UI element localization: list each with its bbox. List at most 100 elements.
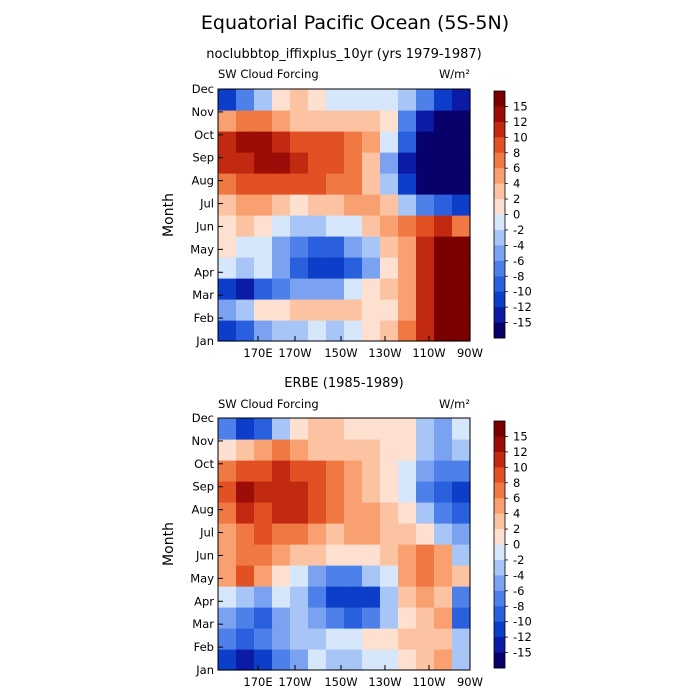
heatmap-cell bbox=[362, 152, 381, 174]
colorbar-swatch bbox=[494, 106, 505, 123]
heatmap-cell bbox=[308, 257, 327, 279]
heatmap-cell bbox=[326, 278, 345, 300]
colorbar-label: 4 bbox=[513, 177, 520, 191]
heatmap-cell bbox=[254, 152, 273, 174]
heatmap-cell bbox=[398, 460, 417, 482]
heatmap-cell bbox=[236, 299, 255, 321]
heatmap-cell bbox=[344, 460, 363, 482]
colorbar-label: 8 bbox=[513, 146, 520, 160]
heatmap-cell bbox=[434, 586, 453, 608]
panel-2-ylabel: Month bbox=[161, 522, 177, 566]
heatmap-cell bbox=[362, 320, 381, 342]
heatmap-cell bbox=[434, 152, 453, 174]
heatmap-cell bbox=[398, 502, 417, 524]
heatmap-cell bbox=[452, 628, 471, 650]
heatmap-cell bbox=[380, 194, 399, 216]
heatmap-cell bbox=[272, 299, 291, 321]
heatmap-cell bbox=[380, 152, 399, 174]
y-tick-label: Oct bbox=[194, 457, 214, 471]
heatmap-cell bbox=[308, 544, 327, 566]
heatmap-cell bbox=[380, 544, 399, 566]
heatmap-cell bbox=[434, 649, 453, 671]
heatmap-cell bbox=[452, 257, 471, 279]
heatmap-cell bbox=[362, 194, 381, 216]
heatmap-cell bbox=[344, 257, 363, 279]
heatmap-cell bbox=[452, 544, 471, 566]
colorbar-swatch bbox=[494, 467, 505, 484]
heatmap-cell bbox=[290, 131, 309, 153]
heatmap-cell bbox=[236, 152, 255, 174]
x-tick-label: 130W bbox=[368, 675, 401, 689]
heatmap-cell bbox=[416, 460, 435, 482]
heatmap-cell bbox=[308, 110, 327, 132]
heatmap-cell bbox=[308, 481, 327, 503]
colorbar-label: -15 bbox=[513, 646, 532, 660]
heatmap-cell bbox=[326, 565, 345, 587]
y-tick-label: Aug bbox=[192, 503, 214, 517]
heatmap-cell bbox=[290, 299, 309, 321]
heatmap-cell bbox=[398, 320, 417, 342]
colorbar-label: 8 bbox=[513, 476, 520, 490]
heatmap-cell bbox=[272, 649, 291, 671]
heatmap-cell bbox=[308, 152, 327, 174]
heatmap-cell bbox=[362, 565, 381, 587]
heatmap-cell bbox=[254, 215, 273, 237]
panel-2-left-label: SW Cloud Forcing bbox=[218, 397, 319, 411]
heatmap-cell bbox=[344, 131, 363, 153]
panel-2-units: W/m² bbox=[439, 397, 470, 411]
heatmap-cell bbox=[254, 649, 273, 671]
heatmap-cell bbox=[308, 215, 327, 237]
heatmap-cell bbox=[290, 173, 309, 195]
heatmap-cell bbox=[398, 565, 417, 587]
heatmap-cell bbox=[254, 89, 273, 111]
heatmap-cell bbox=[290, 607, 309, 629]
colorbar-label: 6 bbox=[513, 161, 520, 175]
heatmap-cell bbox=[452, 649, 471, 671]
heatmap-cell bbox=[344, 278, 363, 300]
heatmap-cell bbox=[290, 628, 309, 650]
heatmap-cell bbox=[398, 236, 417, 258]
heatmap-cell bbox=[236, 236, 255, 258]
y-tick-label: Nov bbox=[192, 105, 215, 119]
heatmap-cell bbox=[236, 649, 255, 671]
heatmap-cell bbox=[326, 110, 345, 132]
heatmap-cell bbox=[218, 544, 237, 566]
heatmap-cell bbox=[362, 215, 381, 237]
x-tick-label: 170W bbox=[278, 346, 311, 360]
heatmap-cell bbox=[362, 586, 381, 608]
colorbar-label: 4 bbox=[513, 507, 520, 521]
heatmap-cell bbox=[362, 544, 381, 566]
heatmap-cell bbox=[218, 89, 237, 111]
x-tick-label: 150W bbox=[324, 675, 357, 689]
heatmap-cell bbox=[434, 628, 453, 650]
panel-1-frame bbox=[217, 88, 471, 342]
heatmap-cell bbox=[218, 418, 237, 440]
heatmap-cell bbox=[236, 110, 255, 132]
colorbar-swatch bbox=[494, 199, 505, 215]
heatmap-cell bbox=[326, 481, 345, 503]
heatmap-cell bbox=[398, 215, 417, 237]
panel-1: noclubbtop_iffixplus_10yr (yrs 1979-1987… bbox=[161, 47, 532, 360]
colorbar-label: 0 bbox=[513, 538, 520, 552]
panel-1-cells bbox=[218, 89, 471, 342]
colorbar-swatch bbox=[494, 291, 505, 308]
heatmap-cell bbox=[398, 173, 417, 195]
heatmap-cell bbox=[416, 215, 435, 237]
panel-1-yticks: Jan Feb Mar Apr May Jun Jul Aug Sep Oct Nov Dec bbox=[190, 82, 223, 348]
heatmap-cell bbox=[416, 418, 435, 440]
heatmap-cell bbox=[254, 439, 273, 461]
heatmap-cell bbox=[434, 299, 453, 321]
heatmap-cell bbox=[326, 439, 345, 461]
panel-2-title: ERBE (1985-1989) bbox=[284, 376, 404, 391]
heatmap-cell bbox=[380, 173, 399, 195]
heatmap-cell bbox=[236, 131, 255, 153]
heatmap-cell bbox=[416, 544, 435, 566]
heatmap-cell bbox=[398, 544, 417, 566]
y-tick-label: Dec bbox=[192, 411, 214, 425]
heatmap-cell bbox=[452, 173, 471, 195]
x-tick-label: 110W bbox=[412, 346, 445, 360]
heatmap-cell bbox=[254, 460, 273, 482]
heatmap-cell bbox=[380, 236, 399, 258]
colorbar-swatch bbox=[494, 482, 505, 499]
heatmap-cell bbox=[326, 257, 345, 279]
